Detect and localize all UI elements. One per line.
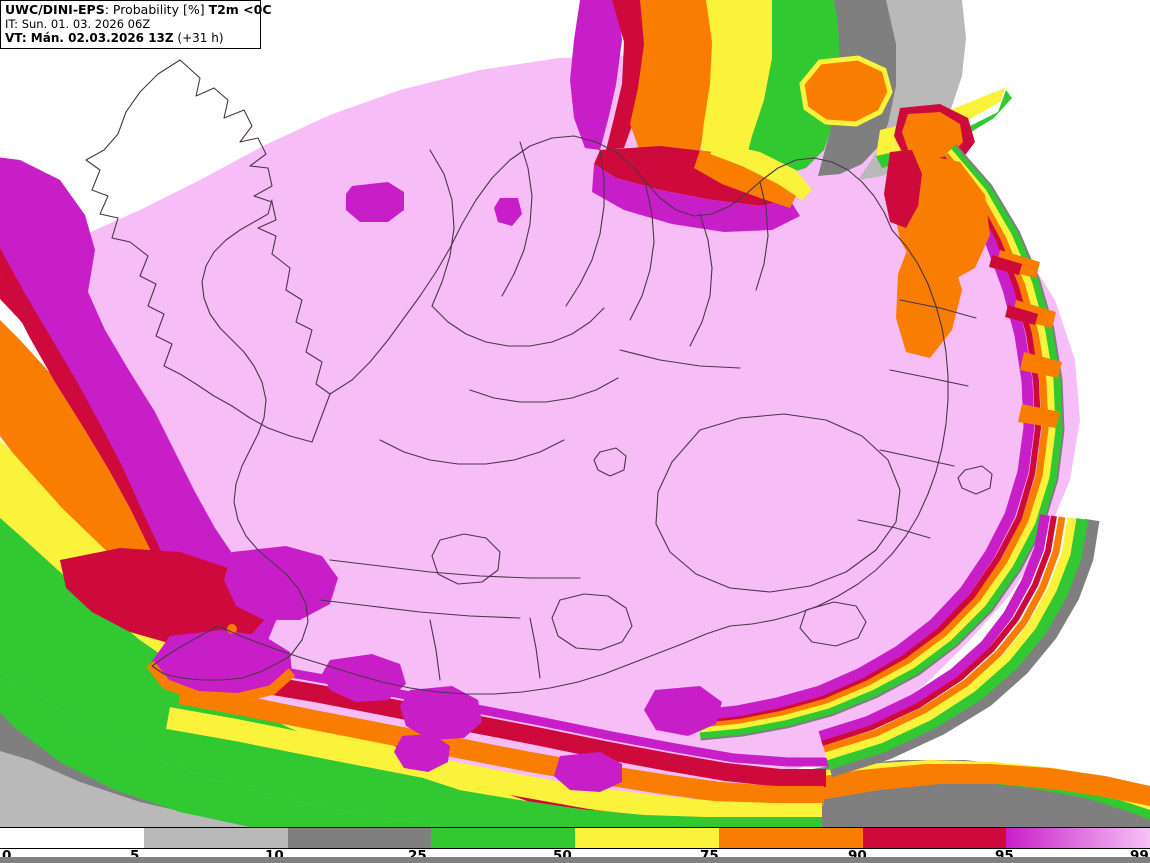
variable-label: T2m <0C [208, 2, 272, 17]
ne-fjord-orange-2 [896, 230, 962, 358]
southeast-coast-bands [818, 514, 1100, 778]
sw-patch-95-d [554, 752, 622, 792]
header-line-valid: VT: Mán. 02.03.2026 13Z (+31 h) [5, 31, 255, 45]
stripe-25-north [744, 0, 842, 176]
south-coast-bands [150, 663, 826, 827]
east-fjord-spikes [989, 250, 1062, 428]
sw-patch-95-b [400, 686, 482, 740]
north-patch-75 [802, 58, 890, 124]
legend-color-bar[interactable] [0, 827, 1150, 849]
band-25-50-west [0, 672, 450, 827]
nw-isolated-patch-95 [346, 182, 404, 222]
north-patch-50-rim [799, 55, 893, 127]
north-wedge-95 [592, 164, 800, 232]
init-label: IT: [5, 16, 22, 31]
header-line-title: UWC/DINI-EPS: Probability [%] T2m <0C [5, 2, 272, 18]
band-75-90-south [800, 764, 1150, 806]
reykjanes-90 [60, 548, 268, 646]
sw-patch-95-c [394, 734, 450, 772]
stripe-90-north [606, 0, 650, 150]
reykjanes-95 [150, 630, 292, 698]
ne-pocket-75 [902, 112, 963, 160]
north-coast-75 [694, 150, 796, 208]
legend-swatch-75-90[interactable] [718, 828, 863, 848]
map-info-box: UWC/DINI-EPS: Probability [%] T2m <0C IT… [0, 0, 272, 50]
reykjanes-95-b [224, 546, 338, 620]
valid-time: VT: Mán. 02.03.2026 13Z [5, 31, 174, 46]
legend-swatch-0-5[interactable] [0, 828, 144, 848]
header-line-init: IT: Sun. 01. 03. 2026 06Z [5, 16, 255, 32]
probability-map[interactable] [0, 0, 1150, 827]
stripe-95-north [570, 0, 622, 150]
lead-time: (+31 h) [173, 31, 224, 46]
south-shore-95 [199, 655, 832, 767]
sw-patch-95-a [322, 654, 406, 702]
product-label: : Probability [%] [104, 2, 209, 17]
legend-swatch-5-10[interactable] [143, 828, 288, 848]
band-95-northwest [0, 157, 278, 648]
init-time: Sun. 01. 03. 2026 06Z [21, 16, 151, 31]
legend-swatch-95-99[interactable] [1006, 828, 1150, 848]
north-coast-50 [710, 142, 812, 200]
nw-tiny-patch-95 [494, 198, 522, 226]
legend-tick-0: 0 [2, 848, 12, 863]
sw-patch-95-e [644, 686, 722, 736]
legend-swatch-10-25[interactable] [287, 828, 432, 848]
legend-swatch-25-50[interactable] [431, 828, 575, 848]
map-canvas [0, 0, 1150, 827]
legend-tick-5: 5 [130, 848, 140, 863]
legend-swatch-50-75[interactable] [575, 828, 719, 848]
reykjanes-75-rim [146, 660, 296, 704]
legend-base-strip [0, 857, 1150, 863]
coastline-and-rivers [85, 59, 993, 695]
stripe-75-north [630, 0, 716, 160]
ne-fjord-crimson [884, 150, 922, 228]
model-name: UWC/DINI-EPS [5, 2, 105, 17]
legend-swatch-90-95[interactable] [862, 828, 1007, 848]
